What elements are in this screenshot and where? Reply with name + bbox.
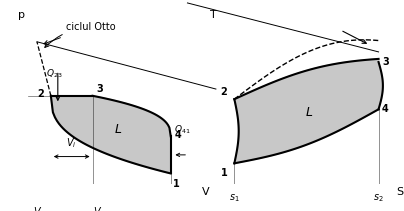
- Text: ciclul Otto: ciclul Otto: [67, 22, 116, 32]
- Text: $V_i$: $V_i$: [66, 136, 77, 150]
- Text: 1: 1: [221, 168, 227, 178]
- Text: 3: 3: [96, 84, 103, 94]
- Text: $V_a$: $V_a$: [34, 206, 46, 211]
- Polygon shape: [234, 59, 383, 163]
- Text: $V_s$: $V_s$: [93, 206, 105, 211]
- Text: 1: 1: [173, 179, 179, 188]
- Text: V: V: [202, 187, 209, 197]
- Text: 4: 4: [174, 130, 181, 140]
- Text: 2: 2: [37, 89, 44, 99]
- Text: 3: 3: [382, 57, 389, 67]
- Text: 4: 4: [382, 104, 389, 114]
- Polygon shape: [51, 96, 171, 173]
- Text: L: L: [115, 123, 122, 136]
- Text: p: p: [18, 10, 25, 20]
- Text: S: S: [396, 187, 403, 197]
- Text: L: L: [305, 106, 313, 119]
- Text: $Q_{41}$: $Q_{41}$: [174, 123, 191, 136]
- Text: T: T: [210, 10, 217, 20]
- Text: 2: 2: [221, 88, 227, 97]
- Text: $s_1$: $s_1$: [229, 192, 240, 204]
- Text: $Q_{23}$: $Q_{23}$: [46, 68, 62, 80]
- Text: $s_2$: $s_2$: [373, 192, 384, 204]
